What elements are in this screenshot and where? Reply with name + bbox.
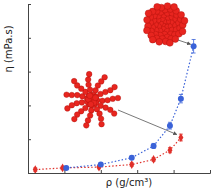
bead — [83, 123, 89, 129]
bead — [156, 38, 163, 45]
tick — [28, 72, 31, 73]
bead — [179, 28, 186, 35]
arrow — [178, 40, 191, 44]
point — [33, 165, 38, 173]
error-bar — [168, 122, 172, 129]
bead — [171, 4, 178, 11]
bead — [144, 27, 151, 34]
bead — [86, 82, 92, 88]
tick — [28, 105, 31, 106]
bead — [144, 16, 151, 23]
x-axis — [29, 170, 211, 174]
bead — [87, 87, 93, 93]
tick-mark — [101, 170, 102, 173]
bead — [87, 93, 93, 99]
error-bar — [152, 143, 156, 148]
bead — [145, 10, 152, 17]
bead — [166, 39, 173, 46]
bead — [74, 92, 80, 98]
tick — [28, 38, 31, 39]
arrow — [118, 110, 177, 135]
point — [191, 43, 197, 49]
bead — [92, 95, 98, 101]
point — [129, 160, 134, 169]
tick-mark — [28, 72, 31, 73]
bead — [164, 3, 171, 10]
point — [178, 133, 183, 142]
illustrations — [64, 3, 191, 135]
y-axis — [28, 5, 31, 174]
bead — [110, 96, 116, 102]
tick — [210, 170, 211, 173]
bead — [154, 3, 161, 10]
bead — [149, 36, 156, 43]
bead — [111, 111, 117, 117]
error-bar — [179, 134, 183, 141]
tick-mark — [174, 170, 175, 173]
error-bar — [192, 39, 196, 53]
point — [178, 96, 184, 102]
tick-mark — [28, 173, 31, 174]
tick — [28, 4, 31, 5]
error-bar — [179, 94, 183, 102]
bead — [112, 84, 118, 90]
tick — [28, 173, 31, 174]
plot-area — [33, 39, 197, 173]
axis-line — [29, 170, 211, 174]
tick — [137, 170, 138, 173]
bead — [98, 116, 104, 122]
bead — [71, 78, 77, 84]
tick-mark — [137, 170, 138, 173]
bead — [86, 71, 92, 77]
tick-mark — [28, 105, 31, 106]
bead — [69, 92, 75, 98]
bead — [85, 118, 91, 124]
bead — [97, 111, 103, 117]
bead — [79, 100, 85, 106]
bead — [99, 121, 105, 127]
bead — [64, 92, 70, 98]
y-axis-title: η (mPa.s) — [3, 25, 14, 72]
bead — [102, 74, 108, 80]
bead — [89, 108, 95, 114]
x-axis-title: ρ (g/cm³) — [106, 177, 152, 188]
point — [98, 162, 104, 168]
series-line — [66, 46, 193, 168]
point — [151, 143, 157, 149]
axis-line — [29, 5, 32, 174]
bead — [85, 77, 91, 83]
point — [167, 146, 172, 155]
tick — [174, 170, 175, 173]
series-line — [35, 138, 181, 170]
tick-mark — [210, 170, 211, 173]
point — [63, 165, 69, 171]
bead — [88, 101, 94, 107]
bead — [115, 95, 121, 101]
tick-mark — [28, 4, 31, 5]
tick — [101, 170, 102, 173]
bead — [105, 97, 111, 103]
chart: ρ (g/cm³) η (mPa.s) — [0, 0, 215, 189]
bead — [100, 98, 106, 104]
bead — [72, 116, 78, 122]
bead — [65, 106, 71, 112]
point — [129, 155, 135, 161]
tick-mark — [28, 139, 31, 140]
point — [167, 123, 173, 129]
point — [151, 155, 156, 164]
tick-mark — [28, 38, 31, 39]
tick — [28, 139, 31, 140]
bead — [181, 17, 188, 24]
bead — [178, 11, 185, 18]
